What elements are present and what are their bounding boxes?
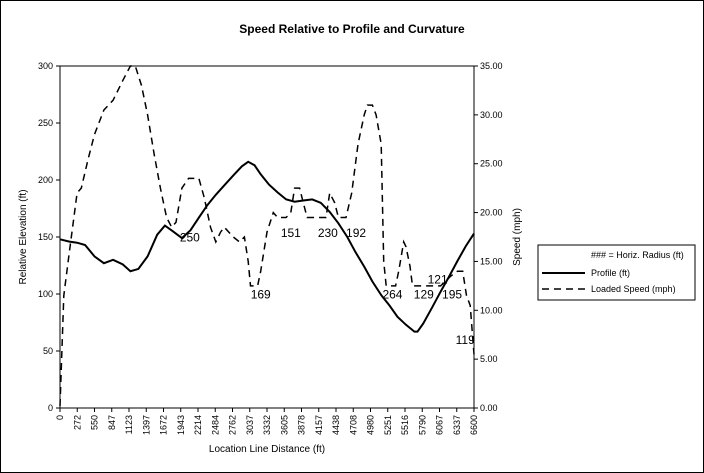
legend: ### = Horiz. Radius (ft) Profile (ft) Lo… [537, 244, 696, 301]
x-tick-label: 4438 [331, 415, 341, 435]
x-tick-label: 5516 [400, 415, 410, 435]
left-axis-ticks: 0 50 100 150 200 250 300 [38, 61, 60, 413]
y-left-tick-label: 300 [38, 61, 53, 71]
x-tick-label: 5790 [417, 415, 427, 435]
x-tick-label: 4157 [314, 415, 324, 435]
y-right-tick-label: 10.00 [480, 305, 503, 315]
legend-label-profile: Profile (ft) [591, 268, 630, 278]
radius-annotation: 119 [456, 333, 475, 347]
x-tick-label: 4708 [348, 415, 358, 435]
radius-annotation: 121 [428, 273, 448, 287]
y-left-tick-label: 50 [43, 346, 53, 356]
x-tick-label: 3332 [262, 415, 272, 435]
x-axis-label: Location Line Distance (ft) [209, 444, 325, 455]
x-tick-label: 1123 [124, 415, 134, 434]
radius-annotation: 192 [346, 226, 366, 240]
x-tick-label: 550 [90, 415, 100, 430]
x-tick-label: 2762 [228, 415, 238, 435]
legend-label-speed: Loaded Speed (mph) [591, 284, 676, 294]
legend-label-radius: ### = Horiz. Radius (ft) [591, 250, 684, 260]
y-left-tick-label: 250 [38, 118, 53, 128]
x-tick-label: 5251 [383, 415, 393, 435]
radius-annotation: 250 [180, 231, 200, 245]
y-left-tick-label: 150 [38, 232, 53, 242]
x-tick-label: 1397 [141, 415, 151, 435]
chart-title: Speed Relative to Profile and Curvature [239, 22, 465, 36]
y-right-tick-label: 35.00 [480, 61, 503, 71]
x-tick-label: 1672 [159, 415, 169, 435]
y-right-tick-label: 0.00 [480, 403, 498, 413]
x-tick-label: 6337 [452, 415, 462, 435]
x-tick-label: 3037 [245, 415, 255, 435]
y-axis-left-label: Relative Elevation (ft) [18, 189, 29, 284]
x-tick-label: 0 [55, 415, 65, 420]
x-tick-label: 847 [107, 415, 117, 430]
x-tick-label: 272 [72, 415, 82, 430]
y-right-tick-label: 30.00 [480, 110, 503, 120]
x-axis-ticks: 0 272 550 847 1123 1397 1672 1943 2214 2484 2762 30… [55, 408, 479, 435]
y-left-tick-label: 200 [38, 175, 53, 185]
x-tick-label: 6067 [435, 415, 445, 435]
x-tick-label: 2214 [193, 415, 203, 435]
y-right-tick-label: 20.00 [480, 208, 503, 218]
x-tick-label: 3878 [297, 415, 307, 435]
radius-annotation: 264 [382, 288, 402, 302]
radius-annotation: 151 [281, 226, 301, 240]
x-tick-label: 6600 [469, 415, 479, 435]
right-axis-ticks: 0.00 5.00 10.00 15.00 20.00 25.00 30.00 35.00 [474, 61, 503, 413]
radius-annotation: 230 [318, 226, 338, 240]
y-left-tick-label: 100 [38, 289, 53, 299]
y-right-tick-label: 15.00 [480, 256, 503, 266]
x-tick-label: 4980 [366, 415, 376, 435]
radius-annotation: 169 [251, 288, 271, 302]
y-axis-right-label: Speed (mph) [512, 208, 523, 266]
profile-series-line [59, 160, 475, 333]
radius-annotation: 195 [442, 288, 462, 302]
loaded-speed-series-line [59, 65, 475, 407]
radius-annotation: 129 [414, 288, 434, 302]
x-tick-label: 1943 [176, 415, 186, 435]
plot-area [59, 65, 475, 409]
y-right-tick-label: 25.00 [480, 159, 503, 169]
y-left-tick-label: 0 [48, 403, 53, 413]
x-tick-label: 3605 [279, 415, 289, 435]
y-right-tick-label: 5.00 [480, 354, 498, 364]
x-tick-label: 2484 [210, 415, 220, 435]
